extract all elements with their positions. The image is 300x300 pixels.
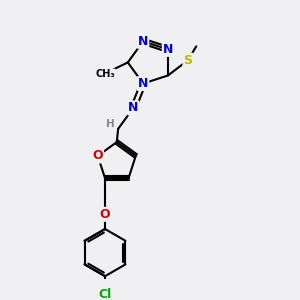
- Text: N: N: [138, 35, 148, 48]
- Text: CH₃: CH₃: [95, 69, 115, 80]
- Text: Cl: Cl: [98, 288, 112, 300]
- Text: N: N: [138, 77, 148, 90]
- Text: O: O: [100, 208, 110, 221]
- Text: S: S: [183, 54, 192, 67]
- Text: N: N: [128, 101, 139, 115]
- Text: O: O: [92, 149, 103, 162]
- Text: N: N: [163, 43, 173, 56]
- Text: H: H: [106, 119, 115, 129]
